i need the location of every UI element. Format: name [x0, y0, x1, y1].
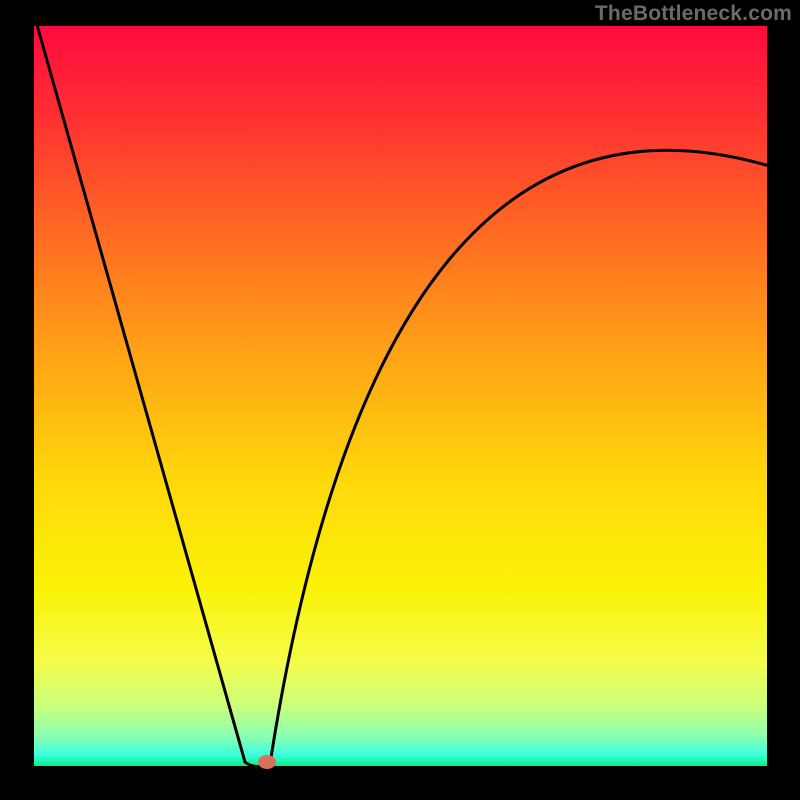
watermark-text: TheBottleneck.com — [595, 2, 792, 26]
gradient-background — [34, 26, 767, 766]
plot-area — [34, 25, 767, 769]
chart-container: TheBottleneck.com — [0, 0, 800, 800]
bottleneck-chart — [0, 0, 800, 800]
bottleneck-marker — [258, 755, 276, 769]
